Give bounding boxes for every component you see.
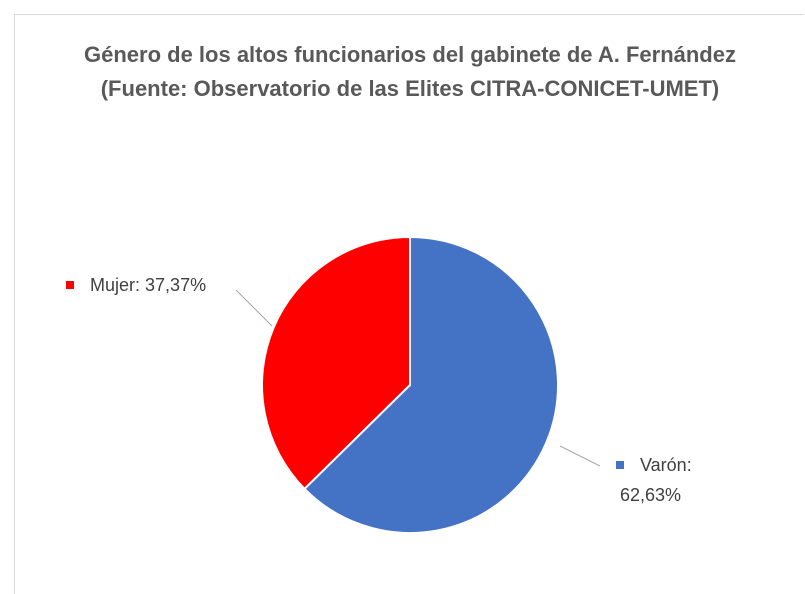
- legend-key: [616, 461, 624, 469]
- data-label: Mujer: 37,37%: [90, 275, 206, 295]
- chart-title: Género de los altos funcionarios del gab…: [80, 38, 740, 106]
- legend-key: [66, 281, 74, 289]
- leader-line: [235, 289, 273, 327]
- chart-frame: [14, 14, 804, 594]
- pie-slice: [303, 235, 559, 534]
- pie-slice: [261, 235, 411, 491]
- title-line: (Fuente: Observatorio de las Elites CITR…: [100, 76, 720, 101]
- title-line: Género de los altos funcionarios del gab…: [84, 42, 736, 67]
- category-label: Varón:: [640, 455, 692, 475]
- category-label: Mujer:: [90, 275, 140, 295]
- value-label: 37,37%: [145, 275, 206, 295]
- value-label: 62,63%: [620, 485, 681, 505]
- leader-line: [559, 445, 601, 467]
